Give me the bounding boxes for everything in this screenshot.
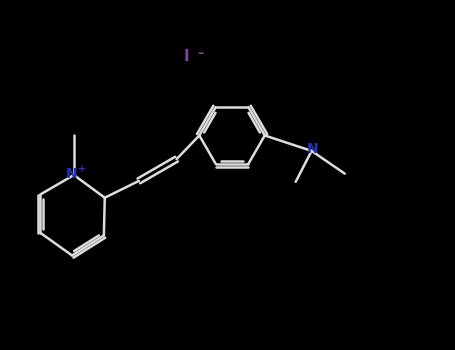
Text: I: I (184, 49, 189, 64)
Text: +: + (78, 164, 86, 174)
Text: N: N (307, 142, 318, 156)
Text: –: – (197, 47, 203, 60)
Text: N: N (66, 167, 77, 181)
